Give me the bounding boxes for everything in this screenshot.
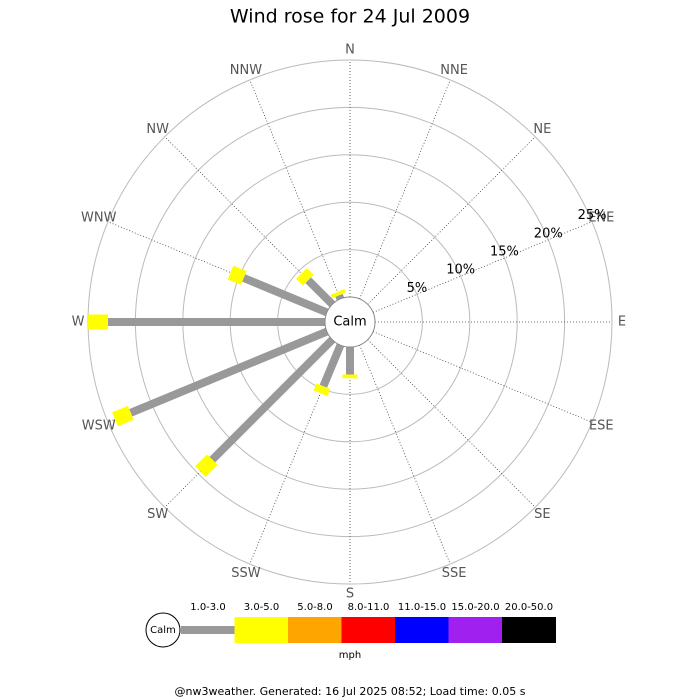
spoke [249, 79, 341, 300]
legend-calm-label: Calm [150, 625, 176, 636]
direction-label: S [346, 587, 354, 602]
spoke [367, 136, 536, 305]
direction-label: SW [147, 507, 168, 522]
legend-swatch [181, 626, 235, 634]
direction-label: WSW [82, 419, 116, 434]
direction-label: ENE [588, 210, 614, 225]
spoke [359, 344, 451, 565]
direction-label: NE [533, 122, 551, 137]
bar-segment [209, 336, 336, 463]
direction-label: E [618, 315, 626, 330]
legend-swatch [288, 617, 342, 643]
bar-segment [335, 293, 345, 301]
bar-segment [319, 343, 345, 388]
legend-swatch [234, 617, 289, 643]
direction-label: SSE [442, 566, 467, 581]
direction-label: NNE [440, 63, 468, 78]
bar-segment [112, 405, 134, 427]
spoke [372, 331, 593, 423]
direction-label: N [345, 43, 355, 58]
legend-label: 1.0-3.0 [190, 602, 225, 613]
chart-title: Wind rose for 24 Jul 2009 [230, 6, 470, 28]
legend-swatch [395, 617, 449, 643]
bar-segment [242, 274, 329, 317]
spoke [359, 79, 451, 300]
direction-label: SE [534, 507, 550, 522]
direction-label: ESE [589, 419, 614, 434]
legend-calm [145, 612, 181, 648]
bar-segment [296, 268, 314, 286]
bar-segment [305, 277, 336, 308]
legend-swatch [502, 617, 556, 643]
bar-segment [194, 454, 218, 478]
legend-swatch [341, 617, 396, 643]
direction-label: NW [146, 122, 169, 137]
calm-label: Calm [333, 315, 366, 330]
r-tick-label: 5% [407, 281, 428, 296]
legend-unit: mph [339, 650, 361, 661]
footer: @nw3weather. Generated: 16 Jul 2025 08:5… [175, 685, 526, 698]
legend-label: 3.0-5.0 [244, 602, 279, 613]
bar-segment [227, 265, 247, 285]
bar-segment [330, 289, 346, 299]
spoke [367, 339, 536, 508]
r-tick-label: 25% [578, 208, 607, 223]
r-tick-label: 15% [490, 245, 519, 260]
direction-label: NNW [230, 63, 262, 78]
direction-label: W [72, 315, 85, 330]
legend-label: 5.0-8.0 [297, 602, 332, 613]
r-tick-label: 10% [446, 263, 475, 278]
legend-label: 11.0-15.0 [398, 602, 446, 613]
bar-segment [313, 383, 331, 397]
direction-label: WNW [81, 210, 117, 225]
legend-swatch [448, 617, 503, 643]
calm-circle [324, 296, 376, 348]
spoke [372, 221, 593, 313]
bar-segment [129, 327, 329, 417]
legend-label: 8.0-11.0 [348, 602, 390, 613]
legend-label: 20.0-50.0 [505, 602, 553, 613]
direction-label: SSW [231, 566, 261, 581]
legend-label: 15.0-20.0 [451, 602, 499, 613]
r-tick-label: 20% [534, 226, 563, 241]
